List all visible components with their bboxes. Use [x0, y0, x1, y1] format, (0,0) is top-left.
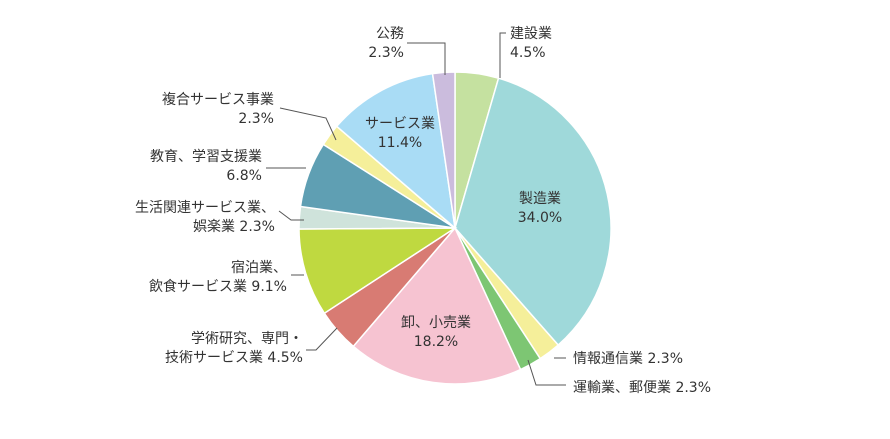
slice-label-line1: サービス業	[365, 116, 435, 132]
slice-label-line2: 2.3%	[368, 45, 404, 61]
slice-label-line1: 教育、学習支援業	[150, 149, 262, 165]
slice-label-line1: 卸、小売業	[401, 315, 471, 331]
slice-label-line2: 11.4%	[378, 135, 422, 151]
slice-label-line2: 娯楽業 2.3%	[193, 219, 275, 235]
slice-label-line2: 飲食サービス業 9.1%	[149, 278, 287, 295]
slice-label-line2: 2.3%	[238, 111, 274, 127]
slice-label-line1: 公務	[376, 26, 404, 42]
slice-label: 宿泊業、飲食サービス業 9.1%	[149, 259, 287, 295]
slice-label-line2: 6.8%	[226, 168, 262, 184]
pie-slice	[335, 72, 457, 230]
slice-label-line1: 建設業	[510, 26, 552, 42]
slice-label: 生活関連サービス業、娯楽業 2.3%	[135, 200, 275, 235]
slice-label: 卸、小売業 18.2%	[401, 315, 471, 350]
slice-label: 教育、学習支援業 6.8%	[150, 149, 262, 184]
slice-label: 建設業 4.5%	[510, 26, 552, 61]
slice-label-line1: 複合サービス事業	[162, 91, 274, 108]
slice-label: 公務 2.3%	[368, 26, 404, 61]
slice-label: サービス業 11.4%	[365, 116, 435, 151]
slice-label-line1: 学術研究、専門・	[191, 331, 303, 347]
pie-slice	[454, 77, 612, 347]
pie-slice	[431, 71, 456, 229]
leader-line	[278, 210, 304, 221]
slice-label: 情報通信業 2.3%	[573, 351, 683, 367]
slice-label-line1: 情報通信業 2.3%	[573, 351, 683, 367]
slice-label-line2: 4.5%	[510, 45, 546, 61]
pie-slice	[298, 227, 458, 315]
leader-line	[499, 32, 506, 78]
slice-label-line1: 運輸業、郵便業 2.3%	[573, 380, 711, 396]
leader-line	[527, 359, 566, 386]
leader-line	[407, 42, 446, 75]
slice-label: 製造業 34.0%	[518, 191, 562, 226]
pie-slice	[352, 226, 522, 385]
leader-line	[279, 107, 337, 141]
leader-line	[306, 327, 338, 351]
slice-label: 学術研究、専門・技術サービス業 4.5%	[165, 331, 303, 366]
slice-label: 運輸業、郵便業 2.3%	[573, 380, 711, 396]
slice-label-line2: 技術サービス業 4.5%	[165, 350, 303, 366]
leader-lines-layer	[266, 32, 566, 386]
slices-layer	[298, 71, 612, 385]
slice-label-line2: 18.2%	[414, 334, 458, 350]
slice-label: 複合サービス事業 2.3%	[162, 91, 274, 127]
slice-label-line1: 生活関連サービス業、	[135, 200, 275, 216]
slice-label-line2: 34.0%	[518, 210, 562, 226]
slice-label-line1: 製造業	[519, 191, 561, 207]
slice-label-line1: 宿泊業、	[231, 259, 287, 276]
labels-layer: 建設業 4.5% 製造業 34.0% 情報通信業 2.3% 運輸業、郵便業 2.3% 卸、小…	[135, 26, 711, 396]
